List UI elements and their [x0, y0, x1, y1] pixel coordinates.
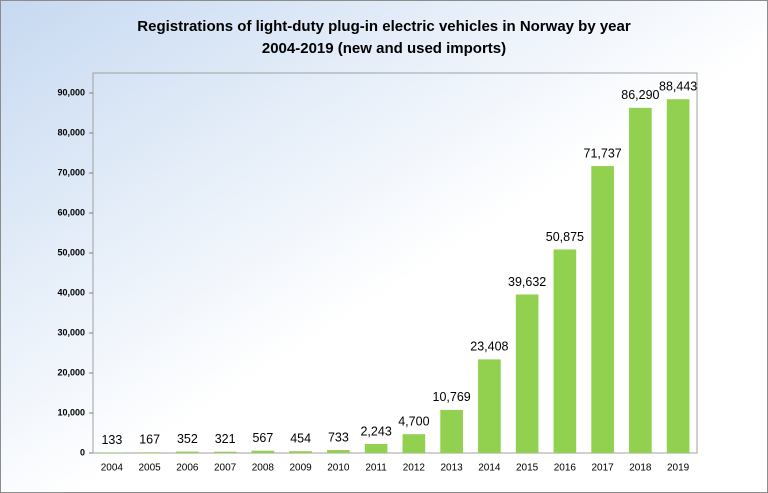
- x-tick-label: 2008: [252, 463, 275, 474]
- x-tick-label: 2015: [516, 463, 539, 474]
- y-tick-label: 60,000: [57, 207, 85, 217]
- value-label: 71,737: [584, 146, 622, 160]
- bar: [327, 450, 350, 453]
- bar: [440, 409, 463, 453]
- y-tick-label: 40,000: [57, 287, 85, 297]
- bar: [289, 451, 312, 453]
- chart-title: 2004-2019 (new and used imports): [262, 40, 506, 57]
- value-label: 454: [290, 431, 311, 445]
- x-tick-label: 2017: [592, 463, 615, 474]
- y-tick-label: 10,000: [57, 407, 85, 417]
- value-label: 352: [177, 432, 198, 446]
- value-label: 10,769: [433, 390, 471, 404]
- y-tick-label: 30,000: [57, 327, 85, 337]
- value-label: 86,290: [621, 88, 659, 102]
- x-tick-label: 2007: [214, 463, 237, 474]
- value-label: 321: [215, 432, 236, 446]
- bar: [100, 452, 124, 453]
- x-tick-label: 2012: [403, 463, 426, 474]
- bar: [176, 451, 199, 453]
- x-tick-label: 2011: [365, 463, 387, 474]
- y-tick-label: 70,000: [57, 167, 85, 177]
- y-tick-label: 0: [80, 447, 85, 457]
- bar: [213, 451, 237, 453]
- bar: [591, 166, 614, 453]
- value-label: 2,243: [360, 424, 391, 438]
- x-tick-label: 2009: [290, 463, 313, 474]
- value-label: 167: [139, 433, 160, 447]
- value-label: 133: [101, 433, 122, 447]
- chart-title: Registrations of light-duty plug-in elec…: [137, 18, 631, 35]
- x-tick-label: 2010: [327, 463, 350, 474]
- x-tick-label: 2014: [478, 463, 501, 474]
- x-tick-label: 2004: [101, 463, 124, 474]
- y-tick-label: 80,000: [57, 127, 85, 137]
- x-tick-label: 2013: [441, 463, 464, 474]
- value-label: 733: [328, 430, 349, 444]
- bar: [402, 434, 426, 453]
- value-label: 50,875: [546, 230, 584, 244]
- bar: [364, 444, 388, 453]
- bar: [553, 249, 577, 453]
- bar: [666, 99, 690, 453]
- y-tick-label: 50,000: [57, 247, 85, 257]
- x-tick-label: 2018: [629, 463, 652, 474]
- y-tick-label: 20,000: [57, 367, 85, 377]
- bar: [515, 294, 539, 453]
- y-tick-label: 90,000: [57, 87, 85, 97]
- x-tick-label: 2016: [554, 463, 577, 474]
- value-label: 567: [252, 431, 273, 445]
- x-tick-label: 2005: [139, 463, 162, 474]
- bar: [138, 452, 161, 453]
- plot-area: [92, 72, 698, 454]
- value-label: 39,632: [508, 275, 546, 289]
- bar: [629, 107, 652, 453]
- x-tick-label: 2019: [667, 463, 690, 474]
- x-tick-label: 2006: [176, 463, 199, 474]
- bar: [478, 359, 501, 453]
- bar: [251, 450, 275, 453]
- value-label: 23,408: [470, 340, 508, 354]
- value-label: 88,443: [659, 80, 697, 94]
- value-label: 4,700: [398, 414, 429, 428]
